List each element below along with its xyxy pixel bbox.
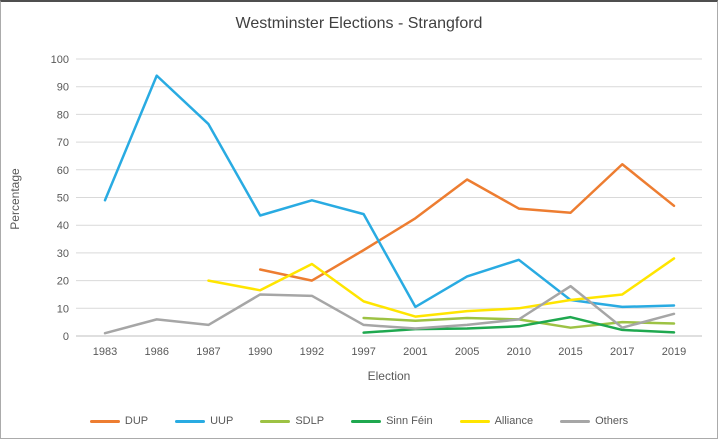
chart-legend: DUP UUP SDLP Sinn Féin Alliance Others bbox=[1, 415, 717, 427]
legend-item: SDLP bbox=[260, 415, 324, 427]
y-tick-label: 40 bbox=[57, 220, 69, 232]
y-tick-label: 80 bbox=[57, 109, 69, 121]
legend-item: Sinn Féin bbox=[351, 415, 433, 427]
y-tick-label: 90 bbox=[57, 82, 69, 94]
x-tick-label: 2015 bbox=[558, 346, 582, 358]
legend-label: SDLP bbox=[295, 415, 325, 427]
series-line-alliance bbox=[207, 257, 676, 318]
x-tick-label: 2001 bbox=[403, 346, 427, 358]
y-tick-label: 30 bbox=[57, 248, 69, 260]
y-tick-label: 20 bbox=[57, 276, 69, 288]
legend-item: DUP bbox=[89, 415, 149, 427]
x-tick-label: 2019 bbox=[662, 346, 686, 358]
y-tick-label: 60 bbox=[57, 165, 69, 177]
legend-item: Others bbox=[560, 415, 628, 427]
legend-item: UUP bbox=[175, 415, 233, 427]
legend-label: Alliance bbox=[494, 415, 534, 427]
legend-line-swatch bbox=[459, 419, 490, 423]
legend-label: UUP bbox=[210, 415, 234, 427]
x-tick-label: 2005 bbox=[455, 346, 479, 358]
series-line-dup bbox=[258, 163, 676, 282]
y-tick-label: 50 bbox=[57, 193, 69, 205]
x-tick-label: 2010 bbox=[507, 346, 531, 358]
legend-label: Others bbox=[595, 415, 629, 427]
x-tick-label: 1997 bbox=[351, 346, 375, 358]
x-tick-label: 2017 bbox=[610, 346, 634, 358]
x-tick-label: 1987 bbox=[196, 346, 220, 358]
legend-item: Alliance bbox=[459, 415, 534, 427]
y-tick-label: 100 bbox=[51, 54, 69, 66]
chart-title: Westminster Elections - Strangford bbox=[235, 15, 483, 32]
legend-label: Sinn Féin bbox=[386, 415, 433, 427]
legend-line-swatch bbox=[89, 419, 120, 423]
legend-label: DUP bbox=[124, 415, 149, 427]
x-tick-label: 1986 bbox=[144, 346, 168, 358]
x-tick-label: 1992 bbox=[300, 346, 324, 358]
x-tick-label: 1983 bbox=[93, 346, 117, 358]
y-tick-label: 10 bbox=[57, 303, 69, 315]
legend-line-swatch bbox=[560, 419, 591, 423]
series-line-others bbox=[103, 284, 676, 335]
legend-line-swatch bbox=[175, 419, 206, 423]
y-tick-label: 0 bbox=[63, 331, 69, 343]
x-axis-title: Election bbox=[367, 369, 411, 383]
legend-line-swatch bbox=[260, 419, 291, 423]
x-tick-label: 1990 bbox=[248, 346, 272, 358]
legend-line-swatch bbox=[351, 419, 382, 423]
series-line-uup bbox=[103, 74, 676, 309]
y-tick-label: 70 bbox=[57, 137, 69, 149]
